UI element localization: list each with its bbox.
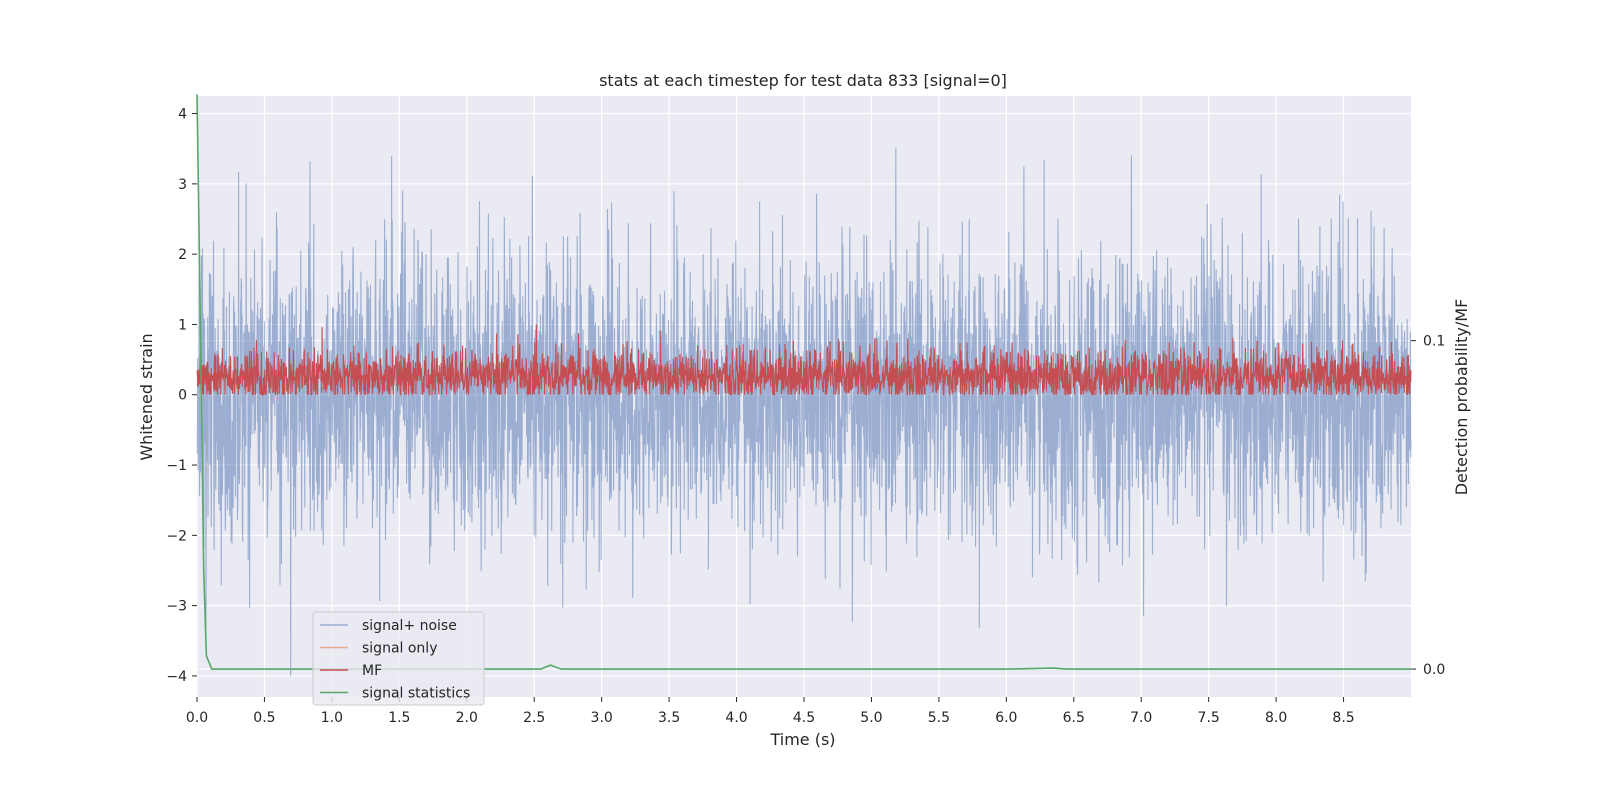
y-tick-label: 0 bbox=[178, 388, 187, 404]
legend-entry: signal statistics bbox=[362, 686, 470, 702]
legend-box bbox=[312, 611, 485, 706]
series-mf bbox=[196, 324, 1412, 397]
y-tick-label: 2 bbox=[178, 247, 187, 263]
y-tick-label: −2 bbox=[166, 528, 187, 544]
y-tick-label: 1 bbox=[178, 317, 187, 333]
x-tick-label: 2.0 bbox=[456, 710, 478, 726]
x-tick-label: 7.0 bbox=[1130, 710, 1152, 726]
y-right-tick-label: 0.1 bbox=[1423, 334, 1445, 350]
chart-title: stats at each timestep for test data 833… bbox=[599, 71, 1007, 90]
x-tick-label: 3.5 bbox=[658, 710, 680, 726]
y-tick-label: −4 bbox=[166, 669, 187, 685]
x-tick-label: 5.5 bbox=[928, 710, 950, 726]
x-tick-label: 1.5 bbox=[388, 710, 410, 726]
y-axis-label-right: Detection probability/MF bbox=[1452, 299, 1471, 496]
x-tick-label: 6.0 bbox=[995, 710, 1017, 726]
series-signal-statistics bbox=[196, 94, 1411, 670]
y-right-tick-label: 0.0 bbox=[1423, 662, 1445, 678]
x-tick-label: 6.5 bbox=[1063, 710, 1085, 726]
y-tick-label: 4 bbox=[178, 107, 187, 123]
y-tick-label: −1 bbox=[166, 458, 187, 474]
y-tick-label: −3 bbox=[166, 599, 187, 615]
legend-entry: signal only bbox=[362, 641, 437, 657]
x-tick-label: 7.5 bbox=[1198, 710, 1220, 726]
x-tick-label: 2.5 bbox=[523, 710, 545, 726]
legend-entry: signal+ noise bbox=[362, 618, 457, 634]
x-tick-label: 8.5 bbox=[1332, 710, 1354, 726]
x-tick-label: 4.0 bbox=[725, 710, 747, 726]
x-tick-label: 0.5 bbox=[253, 710, 275, 726]
legend-entry: MF bbox=[362, 663, 382, 679]
x-tick-label: 3.0 bbox=[591, 710, 613, 726]
y-axis-label: Whitened strain bbox=[137, 333, 156, 460]
x-tick-label: 8.0 bbox=[1265, 710, 1287, 726]
x-tick-label: 1.0 bbox=[321, 710, 343, 726]
x-tick-label: 5.0 bbox=[860, 710, 882, 726]
axis-ticks: 0.0 0.5 1.0 1.5 2.0 2.5 3.0 3.5 4.0 4.5 5.0 5.5 6.0 6… bbox=[166, 107, 1445, 726]
signal-statistics-line bbox=[196, 94, 1411, 670]
x-tick-label: 4.5 bbox=[793, 710, 815, 726]
mf-line bbox=[196, 324, 1412, 397]
legend: signal+ noise signal only MF signal statist… bbox=[312, 611, 485, 706]
x-tick-label: 0.0 bbox=[186, 710, 208, 726]
x-axis-label: Time (s) bbox=[769, 730, 835, 749]
y-tick-label: 3 bbox=[178, 177, 187, 193]
